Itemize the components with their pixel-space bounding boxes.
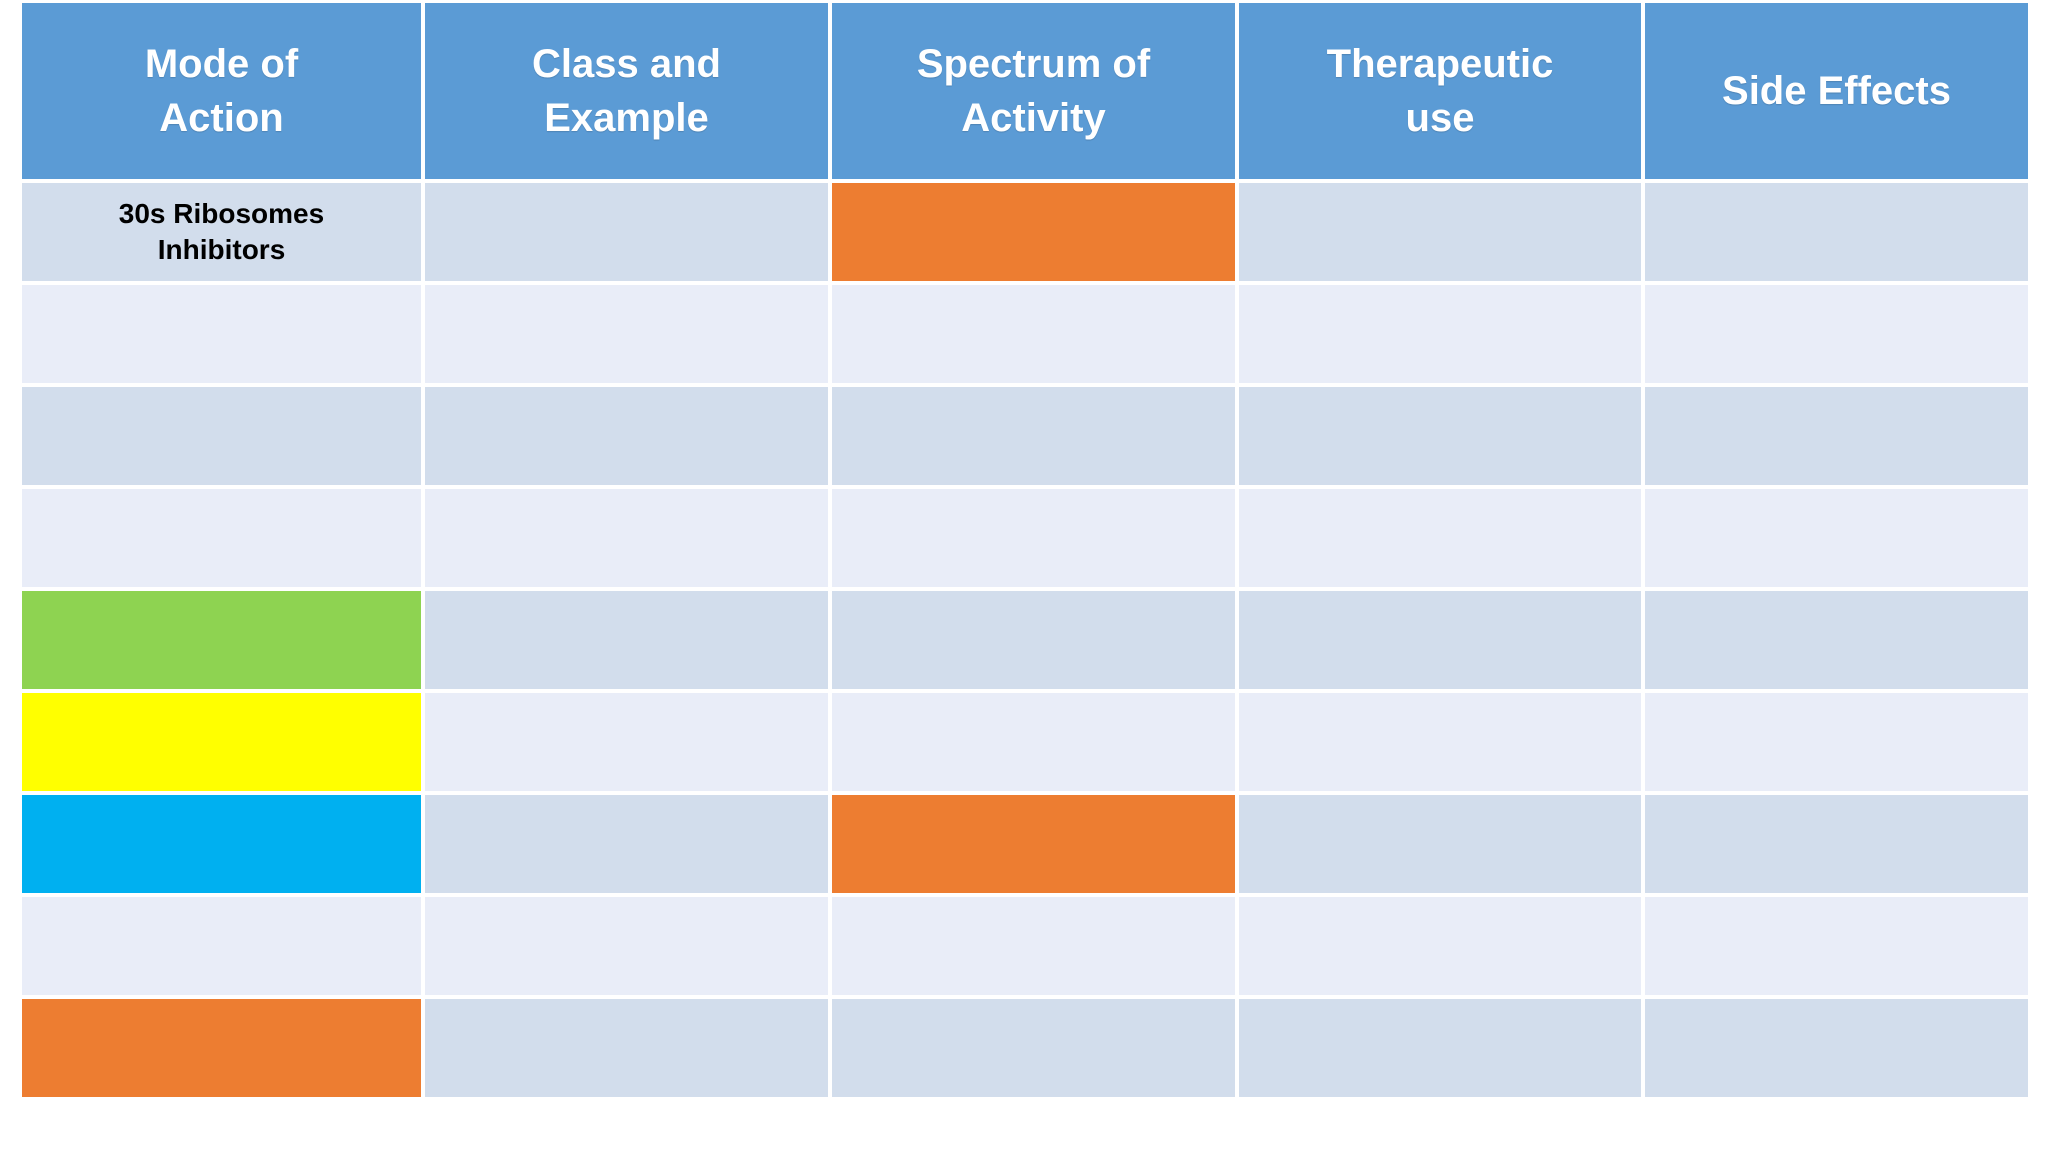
cell-r3c3 (832, 387, 1235, 485)
cell-r6c1-yellow-highlight (22, 693, 421, 791)
cell-r5c4 (1239, 591, 1641, 689)
cell-r1c2 (425, 183, 828, 281)
cell-r2c3 (832, 285, 1235, 383)
cell-r8c3 (832, 897, 1235, 995)
header-cell-spectrum-of-activity: Spectrum of Activity (832, 3, 1235, 179)
cell-r5c1-green-highlight (22, 591, 421, 689)
cell-r2c2 (425, 285, 828, 383)
cell-r4c4 (1239, 489, 1641, 587)
cell-r6c2 (425, 693, 828, 791)
cell-r7c3-orange-highlight (832, 795, 1235, 893)
cell-r9c4 (1239, 999, 1641, 1097)
header-cell-therapeutic-use: Therapeutic use (1239, 3, 1641, 179)
cell-r5c3 (832, 591, 1235, 689)
cell-r8c1 (22, 897, 421, 995)
cell-r7c2 (425, 795, 828, 893)
cell-r6c3 (832, 693, 1235, 791)
cell-r1c3-orange-highlight (832, 183, 1235, 281)
cell-r3c1 (22, 387, 421, 485)
header-cell-side-effects: Side Effects (1645, 3, 2028, 179)
cell-r2c1 (22, 285, 421, 383)
cell-r7c5 (1645, 795, 2028, 893)
cell-r1c5 (1645, 183, 2028, 281)
cell-r9c5 (1645, 999, 2028, 1097)
header-cell-class-and-example: Class and Example (425, 3, 828, 179)
cell-r8c2 (425, 897, 828, 995)
cell-r6c4 (1239, 693, 1641, 791)
cell-r8c4 (1239, 897, 1641, 995)
antibiotics-table: Mode of Action Class and Example Spectru… (22, 3, 2028, 1097)
cell-r9c1-orange-highlight (22, 999, 421, 1097)
header-cell-mode-of-action: Mode of Action (22, 3, 421, 179)
cell-r4c1 (22, 489, 421, 587)
cell-r2c4 (1239, 285, 1641, 383)
cell-r5c5 (1645, 591, 2028, 689)
cell-r9c2 (425, 999, 828, 1097)
cell-r7c4 (1239, 795, 1641, 893)
cell-r2c5 (1645, 285, 2028, 383)
cell-r6c5 (1645, 693, 2028, 791)
cell-r9c3 (832, 999, 1235, 1097)
cell-r8c5 (1645, 897, 2028, 995)
cell-r7c1-cyan-highlight (22, 795, 421, 893)
cell-r1c1-30s-ribosomes-inhibitors: 30s Ribosomes Inhibitors (22, 183, 421, 281)
cell-r1c4 (1239, 183, 1641, 281)
cell-r4c3 (832, 489, 1235, 587)
cell-r5c2 (425, 591, 828, 689)
cell-r3c4 (1239, 387, 1641, 485)
cell-r3c2 (425, 387, 828, 485)
cell-r4c5 (1645, 489, 2028, 587)
cell-r4c2 (425, 489, 828, 587)
cell-r3c5 (1645, 387, 2028, 485)
